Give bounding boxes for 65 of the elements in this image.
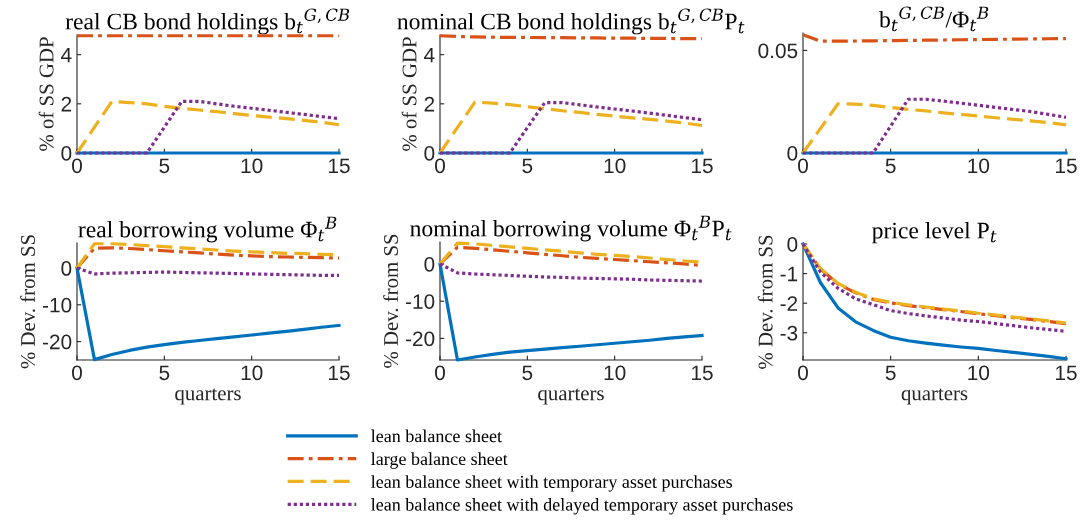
y-tick-label: -1 <box>780 266 798 282</box>
x-tick-label: 5 <box>885 365 896 381</box>
x-tick-label: 15 <box>329 365 350 381</box>
chart-title: nominal borrowing volume Φ$_{t}$$^{B}$P$_{t}$ <box>410 215 732 242</box>
x-tick-label: 10 <box>968 365 990 381</box>
x-tick-label: 5 <box>885 158 896 174</box>
chart-title: real borrowing volume Φ$_{t}$$^{B}$ <box>78 216 337 243</box>
x-tick-label: 5 <box>159 158 170 174</box>
x-tick-label: 15 <box>692 158 713 174</box>
y-tick-label: -2 <box>780 296 798 311</box>
y-tick-label: -20 <box>405 331 435 347</box>
line-series <box>75 266 341 277</box>
x-tick-label: 0 <box>798 365 808 381</box>
legend-label: lean balance sheet with delayed temporary asset purchases <box>371 498 793 515</box>
x-tick-label: 15 <box>329 158 350 174</box>
legend-label: lean balance sheet <box>371 429 502 443</box>
x-tick-label: 10 <box>604 365 626 381</box>
legend-label: large balance sheet <box>371 452 508 469</box>
x-tick-label: 15 <box>692 365 713 381</box>
y-tick-label: 0 <box>787 237 798 252</box>
y-tick-label: 0.05 <box>758 43 798 59</box>
y-tick-label: 0 <box>787 146 798 161</box>
x-tick-label: 0 <box>798 158 808 174</box>
x-tick-label: 0 <box>72 158 82 174</box>
x-tick-label: 5 <box>522 365 533 381</box>
y-axis-title: % Dev. from SS <box>757 235 773 369</box>
y-tick-label: -3 <box>780 325 798 341</box>
y-tick-label: 4 <box>424 47 435 63</box>
y-tick-label: 0 <box>61 261 72 276</box>
x-tick-label: 10 <box>604 158 626 174</box>
x-axis-title: quarters <box>175 388 241 405</box>
line-series <box>438 262 704 283</box>
y-axis-title: % Dev. from SS <box>383 234 399 368</box>
y-tick-label: 2 <box>424 96 435 112</box>
x-tick-label: 15 <box>1056 158 1077 174</box>
y-tick-label: 2 <box>61 96 72 112</box>
x-tick-label: 0 <box>435 365 445 381</box>
y-tick-label: 0 <box>424 256 435 272</box>
y-axis-title: % of SS GDP <box>401 37 417 151</box>
x-tick-label: 10 <box>241 365 263 381</box>
x-tick-label: 15 <box>1056 365 1077 381</box>
chart-title: b$_{t}$$^{G,CB}$/Φ$_{t}$$^{B}$ <box>879 6 989 32</box>
x-axis-title: quarters <box>538 388 604 405</box>
chart-title: nominal CB bond holdings b$_{t}$$^{G,CB}$P$_{t}$ <box>397 8 745 35</box>
x-tick-label: 0 <box>72 365 82 381</box>
legend-label: lean balance sheet with temporary asset purchases <box>371 475 733 492</box>
y-tick-label: 4 <box>61 47 72 63</box>
x-tick-label: 5 <box>159 365 170 381</box>
x-tick-label: 5 <box>522 158 533 174</box>
x-tick-label: 10 <box>968 158 990 174</box>
x-tick-label: 0 <box>435 158 445 174</box>
y-tick-label: -20 <box>42 334 72 350</box>
line-series <box>801 33 1068 43</box>
x-tick-label: 10 <box>241 158 263 174</box>
y-tick-label: -10 <box>405 294 435 309</box>
line-series <box>801 242 1068 361</box>
y-tick-label: 0 <box>61 146 72 161</box>
chart-title: real CB bond holdings b$_{t}$$^{G,CB}$ <box>65 8 350 35</box>
chart-title: price level P$_{t}$ <box>872 221 997 244</box>
y-tick-label: 0 <box>424 146 435 161</box>
line-series <box>75 99 341 155</box>
y-axis-title: % of SS GDP <box>38 37 54 151</box>
y-axis-title: % Dev. from SS <box>20 235 36 369</box>
y-tick-label: -10 <box>42 297 72 313</box>
x-axis-title: quarters <box>901 388 968 405</box>
